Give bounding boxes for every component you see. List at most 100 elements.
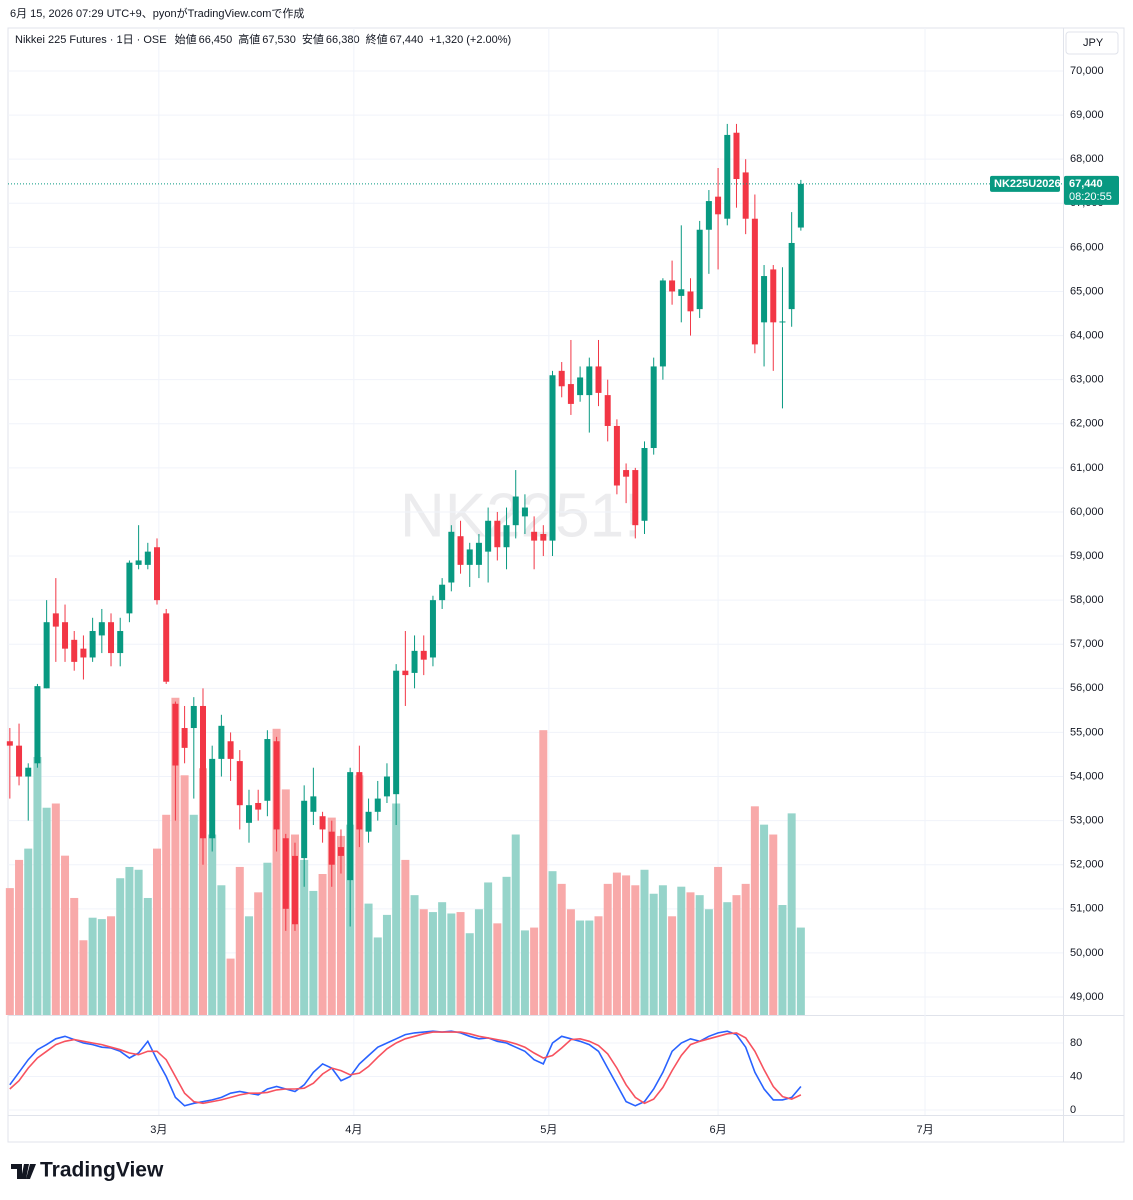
legend-text: 67,530: [262, 34, 296, 46]
volume-bar: [732, 895, 741, 1015]
y-tick-label: 57,000: [1070, 638, 1104, 650]
y-tick-label: 80: [1070, 1037, 1082, 1049]
indicator-line: [9, 1031, 802, 1105]
candle-body: [715, 196, 722, 215]
volume-bar: [456, 912, 465, 1015]
volume-bar: [153, 848, 162, 1015]
legend-text: +1,320 (+2.00%): [429, 34, 511, 46]
candle-body: [457, 536, 464, 565]
x-tick-label: 3月: [150, 1124, 167, 1136]
indicator-line: [9, 1030, 802, 1107]
volume-bar: [796, 927, 805, 1015]
volume-bar: [539, 730, 548, 1015]
volume-bar: [300, 859, 309, 1015]
volume-bar: [622, 875, 631, 1015]
legend-text: 終値: [366, 32, 388, 46]
volume-bar: [373, 937, 382, 1015]
volume-bar: [419, 909, 428, 1015]
candle-body: [71, 639, 78, 662]
volume-bar: [180, 775, 189, 1015]
volume-bar: [695, 895, 704, 1015]
legend-text: 66,380: [326, 34, 360, 46]
volume-bar: [254, 892, 263, 1015]
volume-bar: [640, 869, 649, 1015]
volume-bar: [714, 866, 723, 1015]
volume-bar: [189, 814, 198, 1015]
candle-body: [724, 134, 731, 219]
x-tick-label: 6月: [710, 1124, 727, 1136]
volume-bar: [658, 885, 667, 1015]
currency: JPY: [1083, 37, 1104, 49]
legend-text: 高値: [238, 32, 260, 46]
candle-body: [199, 705, 206, 839]
symbol-tag: NK225U2026: [994, 178, 1061, 190]
candle-body: [34, 686, 41, 764]
y-tick-label: 62,000: [1070, 418, 1104, 430]
volume-bar: [520, 930, 529, 1015]
volume-bar: [143, 897, 152, 1015]
volume-bar: [5, 888, 14, 1015]
y-tick-label: 68,000: [1070, 153, 1104, 165]
candle-body: [245, 805, 252, 823]
candle-body: [586, 366, 593, 396]
legend-text: 始値: [175, 32, 197, 46]
volume-bar: [51, 803, 60, 1015]
candle-body: [135, 560, 142, 565]
volume-bar: [61, 855, 70, 1015]
candle-body: [6, 741, 13, 746]
y-tick-label: 49,000: [1070, 991, 1104, 1003]
volume-bar: [70, 897, 79, 1015]
candle-body: [549, 375, 556, 541]
candle-body: [531, 531, 538, 541]
x-tick-label: 7月: [916, 1124, 933, 1136]
candle-body: [402, 670, 409, 676]
legend-text: 安値: [302, 32, 324, 46]
volume-bar: [198, 768, 207, 1015]
candle-body: [52, 613, 59, 627]
candle-body: [117, 631, 124, 654]
candle-body: [209, 758, 216, 839]
candle-body: [567, 384, 574, 404]
legend-text: 66,450: [199, 34, 233, 46]
volume-bar: [465, 933, 474, 1015]
volume-bar: [502, 876, 511, 1015]
y-tick-label: 70,000: [1070, 65, 1104, 77]
candle-body: [172, 703, 179, 766]
candle-body: [411, 650, 418, 673]
volume-bar: [33, 756, 42, 1015]
candle-body: [328, 831, 335, 865]
volume-bar: [401, 859, 410, 1015]
candle-body: [696, 229, 703, 310]
volume-bar: [116, 878, 125, 1015]
volume-bar: [493, 923, 502, 1015]
volume-bar: [484, 882, 493, 1015]
candle-body: [98, 622, 105, 636]
volume-bar: [787, 813, 796, 1015]
y-tick-label: 59,000: [1070, 550, 1104, 562]
y-tick-label: 64,000: [1070, 329, 1104, 341]
legend-text: Nikkei 225 Futures · 1日 · OSE: [15, 34, 167, 46]
candle-body: [126, 562, 133, 614]
y-tick-label: 56,000: [1070, 682, 1104, 694]
y-tick-label: 60,000: [1070, 506, 1104, 518]
volume-bar: [88, 917, 97, 1015]
candle-body: [475, 542, 482, 565]
frame: [7, 27, 1125, 1143]
y-tick-label: 58,000: [1070, 594, 1104, 606]
candle-body: [466, 549, 473, 565]
volume-bar: [760, 824, 769, 1015]
price-label-box: [1064, 175, 1119, 205]
candle-body: [448, 531, 455, 583]
candle-body: [751, 218, 758, 345]
y-tick-label: 63,000: [1070, 374, 1104, 386]
volume-bar: [548, 871, 557, 1015]
volume-bar: [530, 927, 539, 1015]
candle-body: [16, 745, 23, 777]
volume-bar: [392, 803, 401, 1015]
candle-body: [80, 648, 87, 658]
volume-bar: [778, 905, 787, 1015]
candle-body: [623, 470, 630, 477]
y-tick-label: 53,000: [1070, 815, 1104, 827]
candle-body: [742, 172, 749, 219]
